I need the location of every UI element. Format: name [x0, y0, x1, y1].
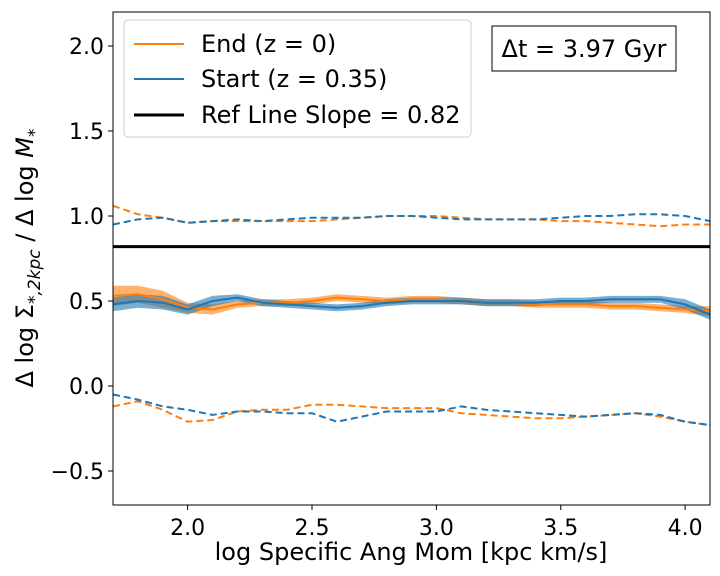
y-tick-label: 1.5 — [69, 120, 104, 145]
delta-t-annotation: Δt = 3.97 Gyr — [491, 25, 677, 72]
plot-frame — [112, 11, 711, 506]
y-label-m-subscript: * — [25, 129, 45, 138]
y-label-subscript: *,2kpc — [25, 249, 45, 304]
x-tick-label: 3.0 — [419, 516, 454, 541]
legend-label-end: End (z = 0) — [201, 30, 336, 58]
median-line-start — [112, 296, 711, 316]
x-tick-label: 3.5 — [543, 516, 578, 541]
y-tick-label: −0.5 — [51, 460, 104, 485]
y-axis: −0.5 0.0 0.5 1.0 1.5 2.0 — [51, 35, 113, 485]
legend: End (z = 0) Start (z = 0.35) Ref Line Sl… — [123, 19, 472, 138]
y-tick-label: 1.0 — [69, 205, 104, 230]
y-axis-label: Δ log Σ*,2kpc / Δ log M* — [11, 129, 45, 388]
series-layer — [112, 204, 711, 427]
y-label-m: M — [11, 137, 39, 158]
x-axis-label: log Specific Ang Mom [kpc km/s] — [215, 538, 608, 566]
x-tick-label: 4.0 — [668, 516, 703, 541]
x-tick-label: 2.0 — [170, 516, 205, 541]
x-tick-label: 2.5 — [295, 516, 330, 541]
annotation-box — [491, 25, 677, 72]
y-label-part-2: / Δ log — [11, 158, 39, 250]
median-line-end — [112, 293, 711, 313]
legend-box — [123, 19, 472, 138]
x-axis: 2.0 2.5 3.0 3.5 4.0 — [170, 505, 703, 541]
upper-dashed-start — [112, 213, 711, 226]
lower-dashed-end — [112, 400, 711, 427]
lower-dashed-start — [112, 393, 711, 427]
legend-label-ref: Ref Line Slope = 0.82 — [201, 101, 460, 129]
annotation-text: Δt = 3.97 Gyr — [502, 35, 667, 63]
legend-label-start: Start (z = 0.35) — [201, 65, 387, 93]
y-label-part-1: Δ log Σ — [11, 304, 39, 387]
y-tick-label: 0.0 — [69, 375, 104, 400]
y-tick-label: 0.5 — [69, 290, 104, 315]
y-tick-label: 2.0 — [69, 35, 104, 60]
